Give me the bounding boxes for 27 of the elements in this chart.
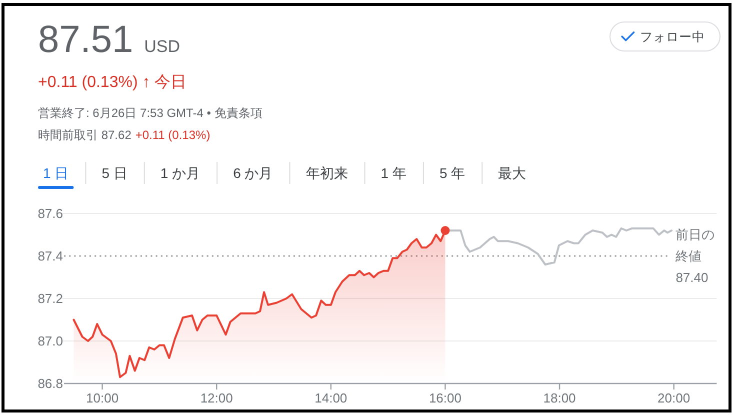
y-tick-label: 87.6 xyxy=(38,206,63,221)
x-tick-label: 14:00 xyxy=(314,390,348,406)
chart-subtitle: +0.11 (0.13%) ↑ 今日 xyxy=(38,74,187,91)
x-tick-label: 10:00 xyxy=(86,390,119,406)
tab-label: 1 年 xyxy=(380,165,406,181)
tab-label: 年初来 xyxy=(306,165,348,181)
header: 87.51 USD +0.11 (0.13%) ↑ 今日 1 日 5 日 1 か月 6 か月 年初来 1 年 5 年 最大 営業終了: 6月26日 7:53 GMT-4 • 免責条項 時間前取引 87.62 +0.11 (0.13%) フォロー中 xyxy=(38,19,720,189)
ref-line-label: 前日の終値 87.40 xyxy=(674,227,715,285)
status-note: 営業終了: 6月26日 7:53 GMT-4 • 免責条項 xyxy=(38,106,262,120)
chart-title: 87.51 USD xyxy=(38,19,180,61)
tab-label: 6 か月 xyxy=(233,165,273,181)
premarket-change: +0.11 (0.13%) xyxy=(135,128,210,142)
x-tick-label: 12:00 xyxy=(200,390,233,406)
tab-label: 1 日 xyxy=(43,165,69,181)
x-tick-label: 16:00 xyxy=(428,390,462,406)
tab-label: 5 年 xyxy=(439,165,466,181)
y-tick-label: 87.4 xyxy=(38,248,63,264)
x-tick-label: 18:00 xyxy=(543,390,576,406)
x-tick-label: 20:00 xyxy=(658,390,690,406)
tab-label: 5 日 xyxy=(102,165,128,181)
tab-label: 最大 xyxy=(498,165,526,181)
y-tick-label: 87.0 xyxy=(38,334,63,348)
premarket-price: 時間前取引 87.62 xyxy=(38,128,132,142)
y-tick-label: 87.2 xyxy=(38,291,63,306)
button: フォロー中 xyxy=(610,22,720,52)
tab-label: 1 か月 xyxy=(160,165,200,181)
y-tick-label: 86.8 xyxy=(38,376,63,391)
